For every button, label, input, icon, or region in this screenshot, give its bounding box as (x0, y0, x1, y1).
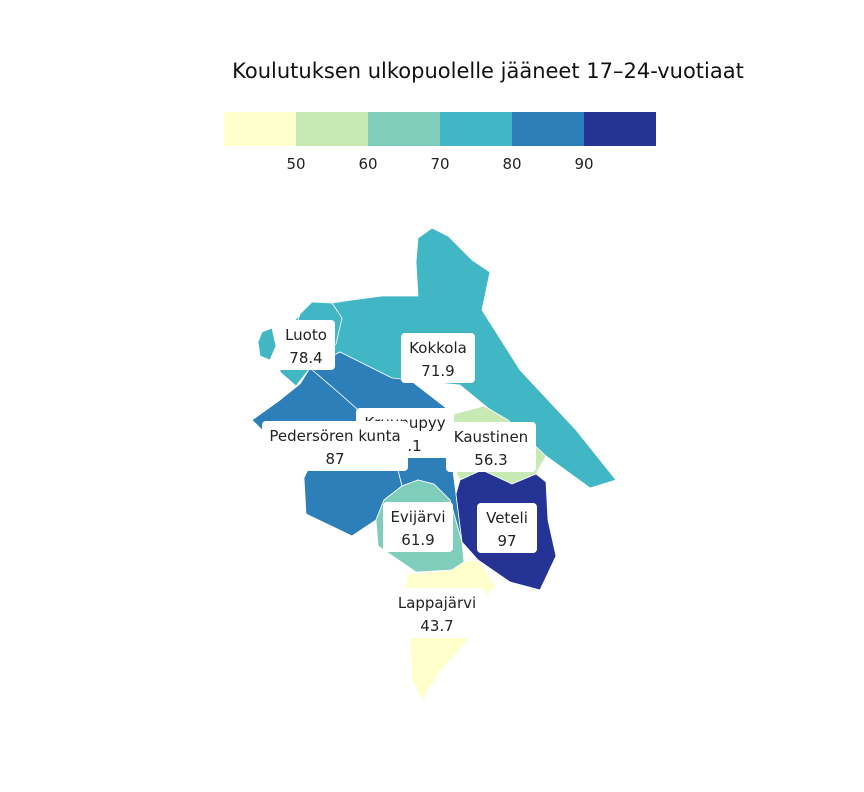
color-legend: 50 60 70 80 90 (224, 112, 656, 173)
label-name: Luoto (285, 326, 327, 344)
legend-bin-5 (512, 112, 584, 146)
label-evijarvi: Evijärvi 61.9 (383, 502, 453, 552)
legend-bin-2 (296, 112, 368, 146)
label-veteli: Veteli 97 (477, 503, 537, 553)
label-value: 61.9 (401, 531, 434, 549)
label-name: Veteli (486, 509, 528, 527)
legend-bin-4 (440, 112, 512, 146)
label-name: Lappajärvi (398, 594, 476, 612)
label-value: 43.7 (420, 617, 453, 635)
legend-bin-6 (584, 112, 656, 146)
legend-tick: 70 (430, 155, 449, 173)
legend-bin-3 (368, 112, 440, 146)
label-value: 97 (497, 532, 516, 550)
label-pedersore: Pedersören kunta 87 (262, 421, 408, 471)
label-value: 87 (325, 450, 344, 468)
label-value: 71.9 (421, 362, 454, 380)
label-name: Kaustinen (454, 428, 528, 446)
label-lappajarvi: Lappajärvi 43.7 (389, 588, 485, 638)
label-name: Pedersören kunta (269, 427, 400, 445)
label-kaustinen: Kaustinen 56.3 (446, 422, 536, 472)
label-kokkola: Kokkola 71.9 (401, 333, 475, 383)
map-title: Koulutuksen ulkopuolelle jääneet 17–24-v… (232, 59, 744, 83)
label-value: 56.3 (474, 451, 507, 469)
region-labels: Kokkola 71.9 Luoto 78.4 Kruunupyy 82.1 P… (262, 320, 537, 638)
legend-bin-1 (224, 112, 296, 146)
legend-tick: 60 (358, 155, 377, 173)
label-name: Evijärvi (390, 508, 445, 526)
region-luoto-island[interactable] (257, 327, 277, 361)
label-luoto: Luoto 78.4 (277, 320, 335, 370)
legend-tick: 50 (286, 155, 305, 173)
legend-tick: 90 (574, 155, 593, 173)
label-name: Kokkola (409, 339, 467, 357)
label-value: 78.4 (289, 349, 322, 367)
legend-tick: 80 (502, 155, 521, 173)
